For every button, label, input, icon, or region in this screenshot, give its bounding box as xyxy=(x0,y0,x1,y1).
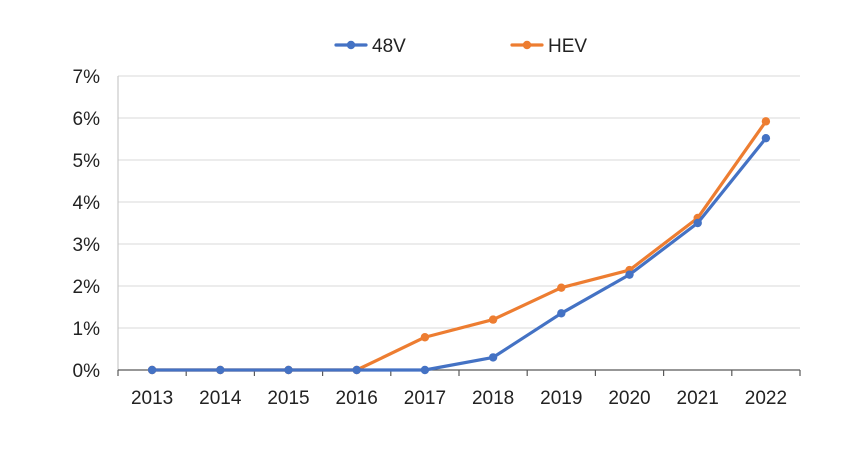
x-tick-label: 2020 xyxy=(608,388,650,409)
legend-label: 48V xyxy=(372,36,406,57)
y-tick-label: 4% xyxy=(73,193,101,214)
legend-item-hev: HEV xyxy=(510,36,587,57)
data-point-48v xyxy=(761,133,771,143)
legend-swatch-marker xyxy=(522,40,532,50)
y-tick-label: 7% xyxy=(73,67,101,88)
legend-swatch-marker xyxy=(346,40,356,50)
data-point-hev xyxy=(420,333,430,342)
data-point-48v xyxy=(352,365,361,375)
series xyxy=(147,117,771,375)
x-tick-label: 2015 xyxy=(267,388,309,409)
x-tick-label: 2014 xyxy=(199,388,242,409)
y-tick-label: 1% xyxy=(73,319,101,340)
data-point-48v xyxy=(693,218,702,228)
legend: 48V HEV xyxy=(334,36,587,57)
data-point-48v xyxy=(420,365,430,375)
axes: 0% 1% 2% 3% 4% 5% 6% 7% 2013 2014 2015 2016 2017 2018… xyxy=(73,67,801,409)
x-tick-label: 2017 xyxy=(404,388,446,409)
x-tick-label: 2013 xyxy=(131,388,173,409)
legend-label: HEV xyxy=(548,36,587,57)
series-line-hev xyxy=(150,119,768,372)
data-point-48v xyxy=(625,270,634,279)
x-tick-label: 2021 xyxy=(677,388,719,409)
data-point-48v xyxy=(488,353,498,362)
y-tick-label: 3% xyxy=(73,235,101,256)
data-point-hev xyxy=(761,117,771,126)
y-tick-label: 6% xyxy=(73,109,101,130)
legend-item-48v: 48V xyxy=(334,36,406,57)
series-line-48v xyxy=(150,136,768,372)
y-tick-label: 0% xyxy=(73,361,101,382)
data-point-hev xyxy=(557,283,566,292)
data-point-48v xyxy=(216,365,225,375)
series-48v xyxy=(147,133,771,375)
y-tick-label: 2% xyxy=(73,277,101,298)
x-tick-label: 2022 xyxy=(745,388,787,409)
x-tick-label: 2018 xyxy=(472,388,514,409)
x-tick-label: 2016 xyxy=(336,388,378,409)
data-point-48v xyxy=(284,365,293,375)
gridlines xyxy=(118,75,800,329)
series-hev xyxy=(147,117,771,375)
data-point-48v xyxy=(557,309,566,318)
data-point-hev xyxy=(488,315,498,324)
y-tick-label: 5% xyxy=(73,151,101,172)
x-tick-label: 2019 xyxy=(540,388,582,409)
data-point-48v xyxy=(147,365,157,375)
